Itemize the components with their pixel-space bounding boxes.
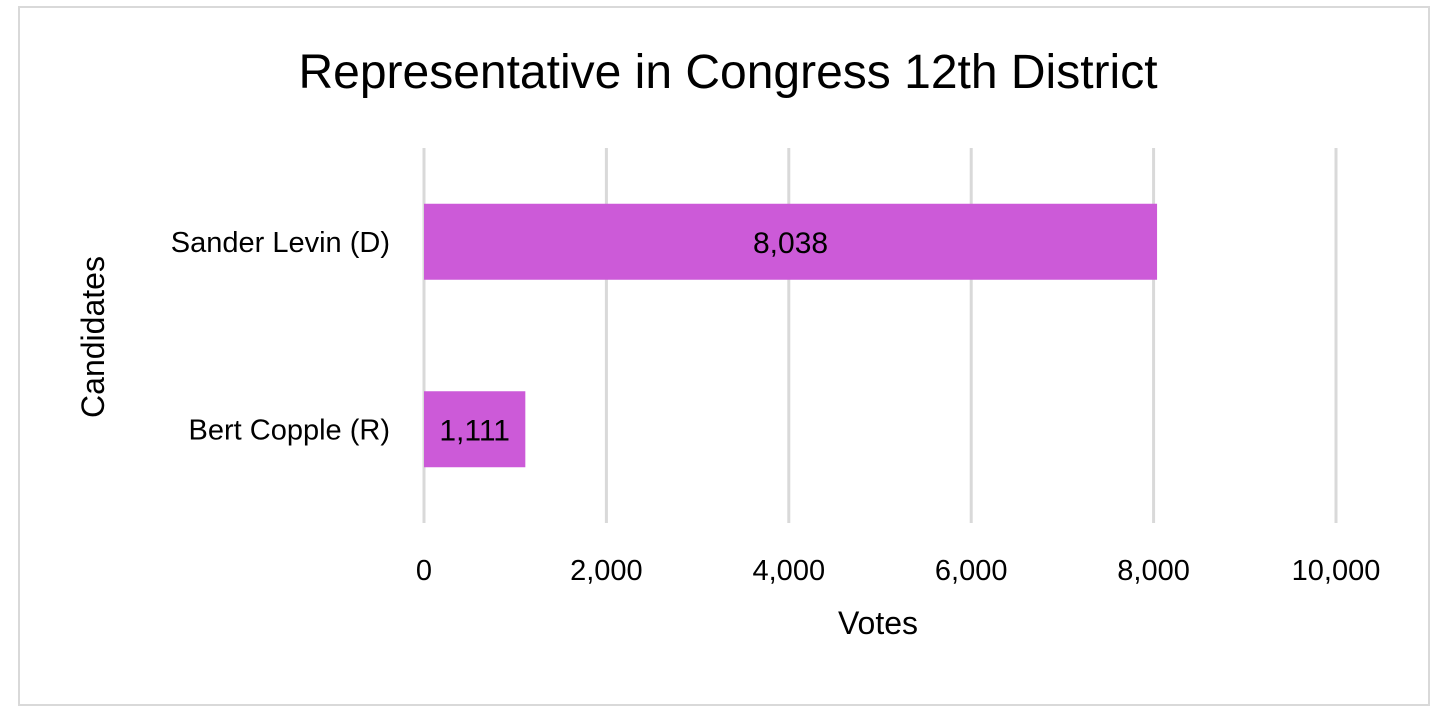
x-tick-label: 8,000 — [1117, 555, 1190, 587]
category-label: Bert Copple (R) — [189, 414, 390, 446]
chart-frame — [18, 6, 1430, 706]
category-labels: Sander Levin (D) Bert Copple (R) — [171, 227, 390, 447]
bar — [424, 391, 526, 468]
bars: 8,038 1,111 — [424, 203, 1158, 468]
category-label: Sander Levin (D) — [171, 227, 390, 259]
chart-title: Representative in Congress 12th District — [298, 46, 1157, 99]
x-tick-label: 0 — [416, 555, 432, 587]
y-axis-title: Candidates — [75, 256, 111, 418]
x-tick-label: 2,000 — [570, 555, 643, 587]
x-tick-label: 10,000 — [1292, 555, 1381, 587]
x-tick-label: 6,000 — [935, 555, 1008, 587]
x-axis-title: Votes — [838, 605, 918, 641]
data-label: 8,038 — [753, 227, 828, 260]
bar-chart: Representative in Congress 12th District… — [75, 46, 1380, 641]
data-label: 1,111 — [439, 414, 510, 447]
bar — [424, 203, 1158, 280]
x-tick-labels: 0 2,000 4,000 6,000 8,000 10,000 — [416, 555, 1380, 587]
x-tick-label: 4,000 — [753, 555, 826, 587]
